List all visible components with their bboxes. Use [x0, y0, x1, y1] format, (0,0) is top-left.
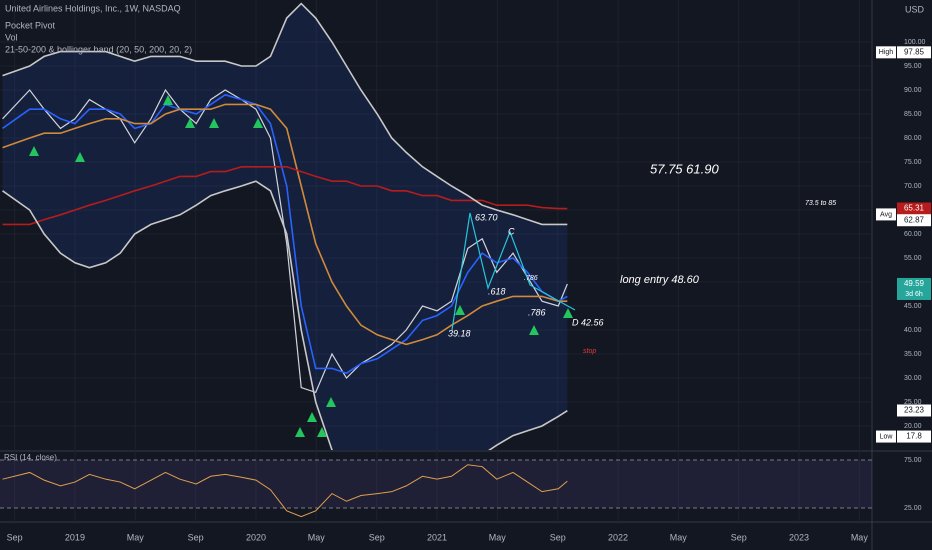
- annotation: .618: [488, 286, 506, 296]
- price-label-name: Avg: [880, 211, 892, 218]
- price-label-name: Low: [880, 433, 894, 440]
- signal: [563, 308, 573, 318]
- price-label-tag: [876, 208, 896, 221]
- signal: [455, 305, 465, 315]
- x-tick-label: May: [489, 532, 507, 542]
- signal: [295, 427, 305, 437]
- y-tick-label: 80.00: [904, 135, 922, 142]
- y-tick-label: 90.00: [904, 87, 922, 94]
- annotation: .786: [524, 275, 538, 282]
- y-tick-label: 60.00: [904, 231, 922, 238]
- price-pane: [0, 2, 872, 450]
- rsi-pane: [0, 459, 872, 518]
- y-tick-label: 20.00: [904, 423, 922, 430]
- price-label-box: [897, 404, 931, 417]
- annotation: 73.5 to 85: [805, 200, 836, 207]
- y-tick-label: 95.00: [904, 63, 922, 70]
- annotation: 39.18: [448, 328, 471, 338]
- series-line: [2, 103, 568, 346]
- x-tick-label: 2019: [65, 532, 85, 542]
- y-tick-label: 70.00: [904, 183, 922, 190]
- signal: [185, 118, 195, 128]
- price-label-box: [897, 214, 931, 227]
- x-tick-label: Sep: [7, 532, 23, 542]
- x-tick-label: 2021: [427, 532, 447, 542]
- x-tick-label: May: [127, 532, 145, 542]
- series-line: [2, 166, 568, 226]
- signal: [209, 118, 219, 128]
- price-label: 97.85: [904, 47, 925, 56]
- x-tick-label: May: [851, 532, 869, 542]
- signal: [163, 95, 173, 105]
- signal: [529, 325, 539, 335]
- y-tick-label: 45.00: [904, 303, 922, 310]
- y-tick-label: 35.00: [904, 351, 922, 358]
- signal: [317, 427, 327, 437]
- signal: [253, 118, 263, 128]
- signal: [75, 152, 85, 162]
- annotation: 57.75 61.90: [650, 161, 719, 176]
- x-tick-label: May: [308, 532, 326, 542]
- indicator: 21-50-200 & bollinger band (20, 50, 200,…: [5, 44, 192, 54]
- symbol: United Airlines Holdings, Inc., 1W, NASD…: [5, 3, 181, 13]
- indicator: Pocket Pivot: [5, 20, 56, 30]
- price-label: 62.87: [904, 215, 925, 224]
- y-tick-label: 75.00: [904, 457, 922, 464]
- y-tick-label: 55.00: [904, 255, 922, 262]
- x-tick-label: 2020: [246, 532, 266, 542]
- annotation: 63.70: [475, 212, 498, 222]
- annotation: stop: [583, 348, 596, 355]
- price-label-tag: [876, 46, 896, 59]
- price-label-box: [897, 46, 931, 59]
- x-tick-label: Sep: [550, 532, 566, 542]
- x-tick-label: 2023: [789, 532, 809, 542]
- price-label-tag: [876, 430, 896, 443]
- annotation: long entry 48.60: [620, 274, 700, 286]
- axes: 20.0025.0030.0035.0040.0045.0050.0055.00…: [7, 0, 926, 542]
- annotation: .786: [528, 307, 546, 317]
- x-tick-label: Sep: [188, 532, 204, 542]
- series-line: [2, 2, 568, 226]
- signal-markers: [29, 95, 573, 437]
- series-line: [2, 180, 568, 450]
- currency: USD: [905, 4, 925, 14]
- price-label-box: [897, 202, 931, 215]
- rsi-band: [0, 459, 872, 508]
- y-tick-label: 30.00: [904, 375, 922, 382]
- y-tick-label: 85.00: [904, 111, 922, 118]
- rsi-title: RSI (14, close): [4, 453, 57, 462]
- x-tick-label: 2022: [608, 532, 628, 542]
- y-tick-label: 100.00: [904, 39, 926, 46]
- price-label-box: [897, 430, 931, 443]
- y-tick-label: 25.00: [904, 399, 922, 406]
- price-label-name: High: [879, 49, 894, 56]
- y-tick-label: 75.00: [904, 159, 922, 166]
- annotation: C: [508, 226, 515, 236]
- signal: [326, 397, 336, 407]
- annotation: D 42.56: [572, 317, 604, 327]
- x-tick-label: May: [670, 532, 688, 542]
- price-label: 23.23: [904, 406, 925, 415]
- indicator: Vol: [5, 32, 18, 42]
- x-tick-label: Sep: [731, 532, 747, 542]
- signal: [307, 412, 317, 422]
- harmonic-pattern: [451, 212, 576, 331]
- price-label: 65.31: [904, 204, 925, 213]
- y-tick-label: 25.00: [904, 505, 922, 512]
- x-tick-label: Sep: [369, 532, 385, 542]
- rsi-line: [2, 464, 568, 518]
- price-label-box: [897, 277, 931, 300]
- price-label: 49.59: [904, 279, 925, 288]
- price-label: 17.8: [906, 432, 922, 441]
- price-label-sub: 3d 6h: [905, 291, 923, 298]
- signal: [29, 146, 39, 156]
- y-tick-label: 40.00: [904, 327, 922, 334]
